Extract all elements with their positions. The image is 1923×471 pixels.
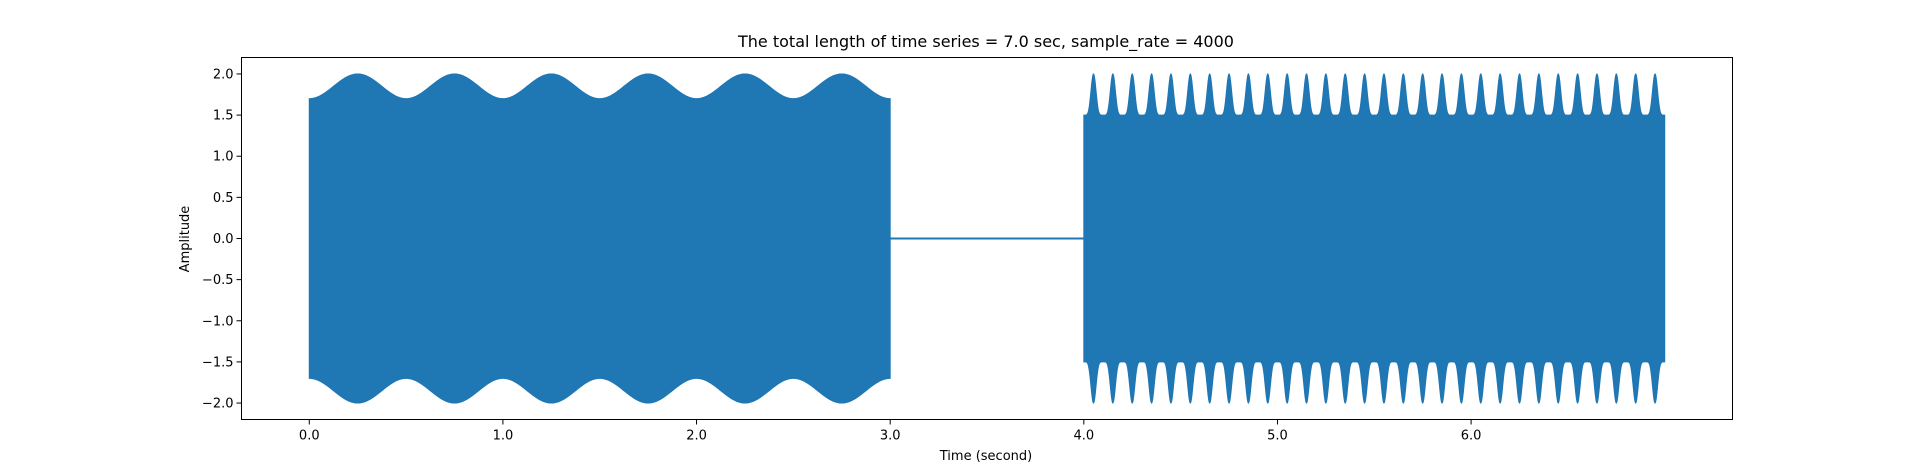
x-tick-label: 4.0 bbox=[1073, 429, 1094, 444]
signal-layer bbox=[308, 73, 1666, 404]
y-axis-label: Amplitude bbox=[178, 206, 193, 273]
x-axis: 0.0 1.0 2.0 3.0 4.0 5.0 6.0 bbox=[299, 419, 1482, 444]
signal-segment-3 bbox=[1083, 73, 1666, 404]
y-tick-label: −1.5 bbox=[202, 355, 234, 370]
y-tick-label: 0.0 bbox=[213, 232, 234, 247]
y-tick-label: −0.5 bbox=[202, 273, 234, 288]
signal-segment-1 bbox=[308, 73, 891, 404]
y-tick-label: 0.5 bbox=[213, 191, 234, 206]
chart-title: The total length of time series = 7.0 se… bbox=[737, 32, 1234, 52]
y-tick-label: −1.0 bbox=[202, 314, 234, 329]
y-tick-label: 2.0 bbox=[213, 67, 234, 82]
y-tick-label: 1.5 bbox=[213, 109, 234, 124]
x-tick-label: 5.0 bbox=[1267, 429, 1288, 444]
x-tick-label: 0.0 bbox=[299, 429, 320, 444]
x-tick-label: 3.0 bbox=[880, 429, 901, 444]
x-tick-label: 6.0 bbox=[1461, 429, 1482, 444]
x-tick-label: 2.0 bbox=[686, 429, 707, 444]
x-axis-label: Time (second) bbox=[939, 449, 1032, 464]
y-axis: 2.0 1.5 1.0 0.5 0.0 −0.5 −1.0 −1.5 −2.0 bbox=[202, 67, 242, 412]
y-tick-label: 1.0 bbox=[213, 150, 234, 165]
x-tick-label: 1.0 bbox=[493, 429, 514, 444]
y-tick-label: −2.0 bbox=[202, 397, 234, 412]
